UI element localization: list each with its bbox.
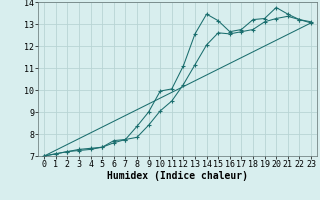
X-axis label: Humidex (Indice chaleur): Humidex (Indice chaleur) bbox=[107, 171, 248, 181]
